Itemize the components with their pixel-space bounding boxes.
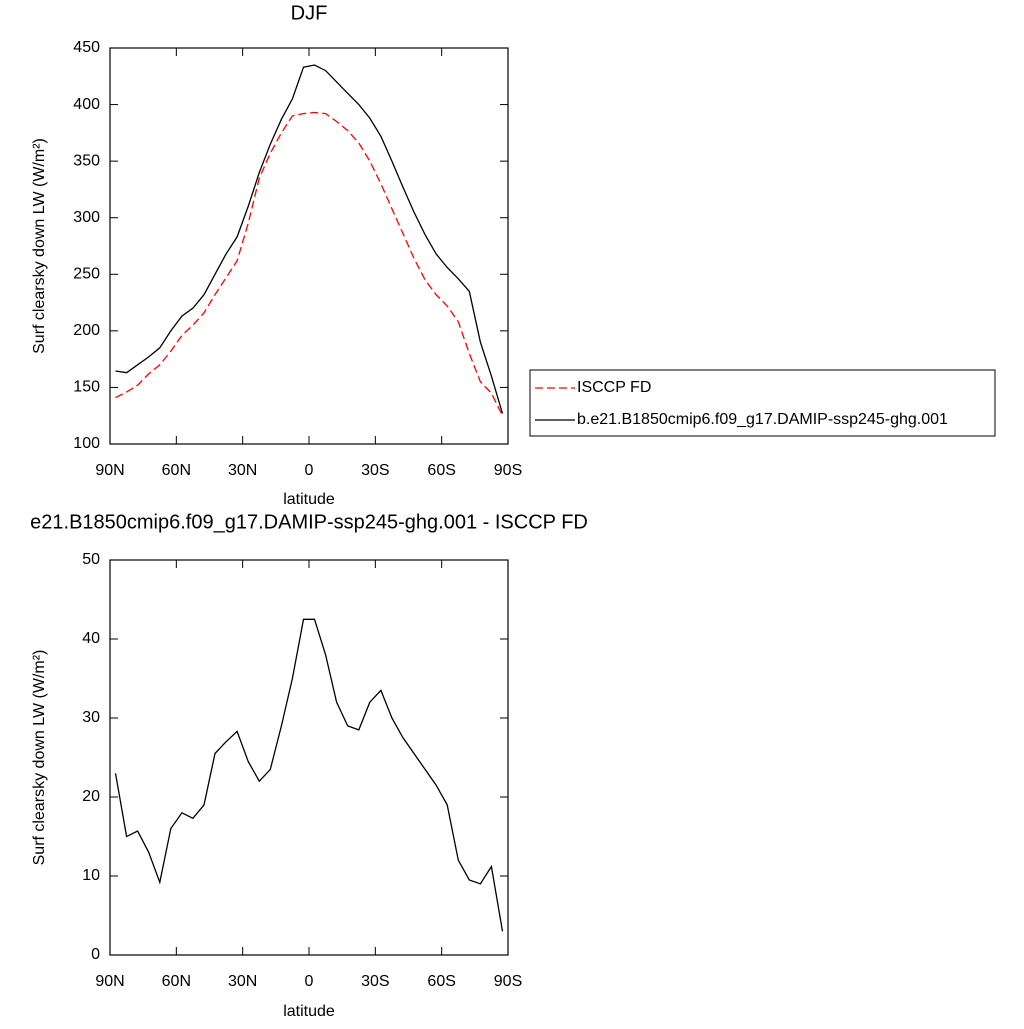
y-axis-label: Surf clearsky down LW (W/m²) [31, 650, 48, 866]
y-tick-label: 350 [73, 152, 100, 169]
x-axis-label: latitude [283, 491, 335, 508]
x-tick-label: 60N [162, 973, 191, 990]
plot-frame [109, 47, 509, 445]
x-tick-label: 0 [305, 973, 314, 990]
y-axis-label: Surf clearsky down LW (W/m²) [31, 138, 48, 354]
y-tick-label: 400 [73, 96, 100, 113]
x-tick-label: 30S [361, 973, 389, 990]
y-tick-label: 450 [73, 39, 100, 56]
x-tick-label: 90N [95, 973, 124, 990]
data-line [115, 111, 504, 416]
x-tick-label: 60S [427, 973, 455, 990]
x-tick-label: 90S [494, 462, 522, 479]
x-tick-label: 60N [162, 462, 191, 479]
x-tick-label: 60S [427, 462, 455, 479]
legend-box [529, 369, 996, 437]
x-tick-label: 30N [228, 462, 257, 479]
y-tick-label: 10 [82, 867, 100, 884]
y-tick-label: 40 [82, 630, 100, 647]
data-line [114, 618, 504, 932]
y-tick-label: 0 [91, 946, 100, 963]
y-tick-label: 200 [73, 322, 100, 339]
y-tick-label: 20 [82, 788, 100, 805]
x-tick-label: 90N [95, 462, 124, 479]
y-tick-label: 50 [82, 551, 100, 568]
x-axis-label: latitude [283, 1003, 335, 1020]
y-tick-label: 250 [73, 266, 100, 283]
y-tick-label: 100 [73, 435, 100, 452]
y-tick-label: 150 [73, 379, 100, 396]
legend-label: b.e21.B1850cmip6.f09_g17.DAMIP-ssp245-gh… [577, 411, 948, 428]
y-tick-label: 30 [82, 709, 100, 726]
x-tick-label: 30N [228, 973, 257, 990]
x-tick-label: 30S [361, 462, 389, 479]
legend-label: ISCCP FD [577, 379, 651, 396]
x-tick-label: 0 [305, 462, 314, 479]
chart-title: DJF [291, 2, 328, 24]
chart-title: e21.B1850cmip6.f09_g17.DAMIP-ssp245-ghg.… [30, 511, 588, 533]
data-line [115, 64, 504, 414]
x-tick-label: 90S [494, 973, 522, 990]
y-tick-label: 300 [73, 209, 100, 226]
